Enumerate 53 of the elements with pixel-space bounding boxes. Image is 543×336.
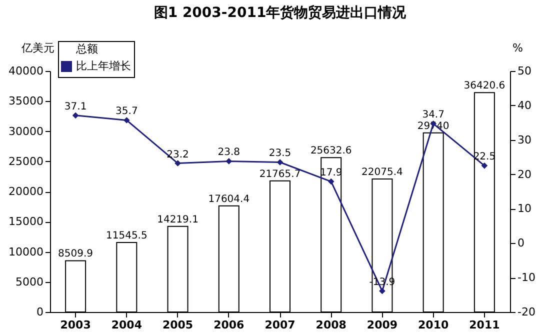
x-tick-label: 2005 (162, 318, 194, 332)
data-label: 22075.4 (362, 166, 403, 178)
y2-axis-title: % (512, 42, 523, 54)
y2-tick-label: -20 (518, 306, 536, 318)
x-tick-label: 2006 (214, 318, 245, 332)
y-tick-label: 40000 (8, 64, 44, 78)
legend-label: 比上年增长 (76, 60, 131, 72)
y2-tick-label: -10 (518, 271, 536, 284)
data-label: 23.5 (268, 148, 292, 160)
data-label: 17604.4 (208, 194, 250, 205)
data-label: 25632.6 (310, 146, 352, 157)
data-label: 23.2 (166, 149, 189, 160)
y2-tick-label: 50 (518, 64, 532, 78)
y-tick-label: 15000 (8, 215, 44, 228)
y-axis-title: 亿美元 (20, 42, 54, 54)
y-tick-label: 20000 (8, 185, 44, 198)
y2-tick-label: 30 (518, 133, 532, 146)
data-label: 37.1 (64, 101, 87, 112)
x-tick-label: 2007 (264, 318, 296, 332)
y2-tick-label: 10 (518, 202, 532, 216)
data-label: 11545.5 (106, 230, 148, 242)
x-tick-label: 2011 (469, 318, 500, 332)
y-tick-label: 10000 (8, 245, 44, 258)
y-tick-label: 30000 (8, 124, 44, 138)
point (328, 178, 334, 185)
data-label: 21765.7 (259, 168, 301, 180)
x-tick-label: 2008 (316, 318, 346, 332)
point (226, 158, 232, 164)
y-tick-label: 5000 (16, 275, 44, 288)
x-tick-label: 2003 (60, 318, 91, 332)
data-label: 34.7 (422, 110, 444, 121)
x-tick-label: 2010 (418, 318, 449, 332)
chart-title: 图1 2003-2011年货物贸易进出口情况 (154, 4, 408, 21)
data-label: 35.7 (116, 106, 138, 118)
y-tick-label: 0 (36, 306, 44, 318)
data-label: 23.8 (218, 147, 240, 158)
y2-tick-label: 0 (518, 236, 524, 250)
data-label: 8509.9 (58, 248, 94, 260)
point (174, 160, 181, 166)
x-tick-label: 2004 (111, 318, 142, 332)
y-tick-label: 25000 (8, 154, 44, 168)
data-label: 14219.1 (157, 214, 198, 226)
y2-tick-label: 40 (518, 98, 532, 112)
text: 总额 (75, 42, 98, 56)
data-label: 36420.6 (464, 80, 506, 92)
point (276, 159, 284, 166)
y-tick-label: 35000 (8, 94, 44, 108)
y2-tick-label: 20 (518, 168, 532, 181)
point (481, 162, 488, 169)
x-tick-label: 2009 (366, 318, 398, 332)
point (379, 288, 386, 294)
point (72, 112, 79, 119)
point (124, 117, 130, 124)
